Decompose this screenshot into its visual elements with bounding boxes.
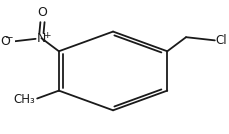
Text: N: N	[37, 32, 46, 45]
Text: +: +	[43, 31, 51, 40]
Text: O: O	[1, 35, 11, 48]
Text: −: −	[5, 33, 14, 43]
Text: O: O	[37, 6, 47, 19]
Text: CH₃: CH₃	[14, 93, 35, 106]
Text: Cl: Cl	[215, 34, 226, 47]
